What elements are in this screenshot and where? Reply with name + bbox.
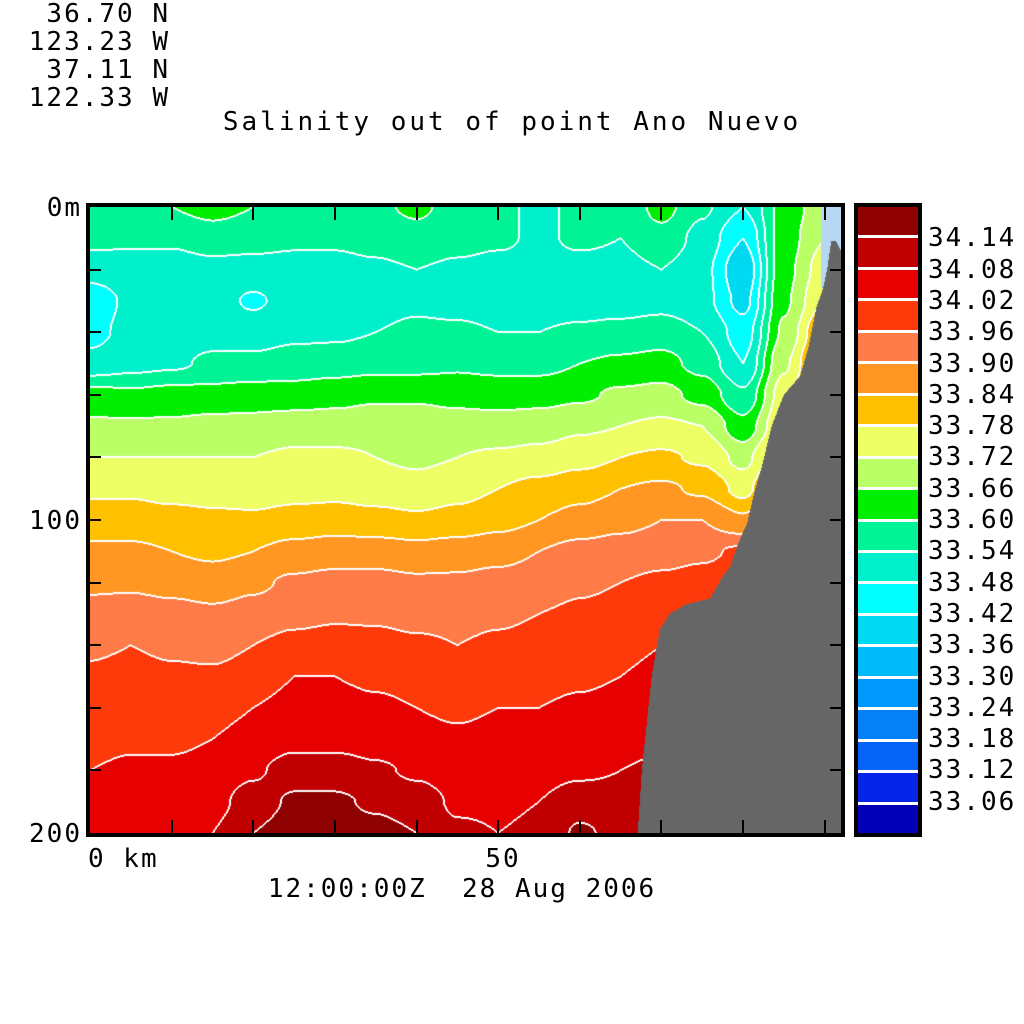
x-axis-tick-bottom xyxy=(497,820,500,833)
x-axis-tick-top xyxy=(497,207,500,220)
colorbar-label: 34.14 xyxy=(928,223,1017,254)
colorbar-label: 33.66 xyxy=(928,473,1017,504)
colorbar-segment xyxy=(858,361,918,393)
y-axis-label-200: 200 xyxy=(29,819,82,849)
x-axis-tick-top xyxy=(823,207,826,220)
transect-start-lon: 123.23 W xyxy=(28,27,170,57)
y-axis-tick-right xyxy=(830,393,841,396)
x-axis-tick-bottom xyxy=(415,820,418,833)
colorbar-label: 33.96 xyxy=(928,317,1017,348)
x-axis-tick-bottom xyxy=(742,820,745,833)
colorbar-label: 33.72 xyxy=(928,442,1017,473)
colorbar-label: 33.90 xyxy=(928,348,1017,379)
y-axis-tick-left xyxy=(90,331,101,334)
x-axis-tick-top xyxy=(742,207,745,220)
timestamp-label: 12:00:00Z 28 Aug 2006 xyxy=(267,874,657,904)
transect-end-lat: 37.11 N xyxy=(46,55,170,85)
colorbar-segment xyxy=(858,675,918,708)
y-axis-tick-right xyxy=(830,706,841,709)
x-axis-tick-top xyxy=(660,207,663,220)
x-axis-label-0km: 0 km xyxy=(88,844,159,874)
y-axis-tick-right xyxy=(830,769,841,772)
colorbar-label: 33.60 xyxy=(928,505,1017,535)
x-axis-tick-bottom xyxy=(333,820,336,833)
colorbar-segment xyxy=(858,518,918,550)
y-axis-tick-left xyxy=(90,519,101,521)
x-axis-tick-top xyxy=(578,207,581,220)
x-axis-label-50: 50 xyxy=(485,844,521,874)
colorbar-label: 34.08 xyxy=(928,254,1017,285)
colorbar-segment xyxy=(858,392,918,425)
x-axis-tick-bottom xyxy=(170,820,173,833)
colorbar-label: 33.36 xyxy=(928,630,1017,661)
colorbar-segment xyxy=(858,424,918,456)
transect-end-coordinates: 37.11 N 122.33 W xyxy=(0,56,170,112)
colorbar-segment xyxy=(858,455,918,488)
colorbar-label: 33.24 xyxy=(928,692,1017,723)
colorbar-label: 33.84 xyxy=(928,379,1017,410)
y-axis-tick-left xyxy=(90,706,101,709)
colorbar-segment xyxy=(858,487,918,519)
y-axis-tick-right xyxy=(830,331,841,334)
colorbar-label: 33.12 xyxy=(928,755,1017,786)
x-axis-tick-bottom xyxy=(578,820,581,833)
salinity-canvas xyxy=(90,207,841,833)
colorbar-segment xyxy=(858,770,918,802)
colorbar-label: 33.30 xyxy=(928,661,1017,692)
colorbar-segment xyxy=(858,207,918,236)
colorbar-label: 33.48 xyxy=(928,567,1017,598)
x-axis-tick-bottom xyxy=(252,820,255,833)
colorbar-segment xyxy=(858,298,918,330)
y-axis-tick-right xyxy=(830,644,841,647)
colorbar-segment xyxy=(858,329,918,362)
colorbar-segment xyxy=(858,612,918,645)
transect-start-lat: 36.70 N xyxy=(46,0,170,29)
y-axis-tick-left xyxy=(90,769,101,772)
y-axis-label-0m: 0m xyxy=(46,193,82,223)
colorbar-label: 33.06 xyxy=(928,786,1017,817)
x-axis-tick-top xyxy=(170,207,173,220)
colorbar-segment xyxy=(858,581,918,613)
colorbar-segment xyxy=(858,707,918,739)
x-axis-tick-bottom xyxy=(660,820,663,833)
colorbar-segment xyxy=(858,235,918,267)
y-axis-label-100: 100 xyxy=(29,506,82,536)
colorbar-segment xyxy=(858,266,918,299)
x-axis-tick-top xyxy=(252,207,255,220)
y-axis-tick-left xyxy=(90,644,101,647)
y-axis-tick-right xyxy=(830,456,841,459)
colorbar-label: 33.18 xyxy=(928,724,1017,755)
y-axis-tick-left xyxy=(90,581,101,584)
colorbar-label: 33.54 xyxy=(928,536,1017,567)
y-axis-tick-right xyxy=(830,268,841,271)
x-axis-tick-top xyxy=(333,207,336,220)
colorbar-segment xyxy=(858,738,918,771)
transect-end-lon: 122.33 W xyxy=(28,83,170,113)
colorbar xyxy=(854,203,922,837)
colorbar-segment xyxy=(858,801,918,834)
colorbar-label: 33.78 xyxy=(928,411,1017,442)
colorbar-label: 33.42 xyxy=(928,598,1017,629)
y-axis-tick-right xyxy=(830,519,841,521)
x-axis-tick-top xyxy=(415,207,418,220)
y-axis-tick-left xyxy=(90,393,101,396)
plot-area-frame xyxy=(86,203,845,837)
y-axis-tick-right xyxy=(830,581,841,584)
y-axis-tick-left xyxy=(90,456,101,459)
colorbar-label: 34.02 xyxy=(928,285,1017,316)
transect-start-coordinates: 36.70 N 123.23 W xyxy=(0,0,170,56)
x-axis-tick-bottom xyxy=(823,820,826,833)
chart-title: Salinity out of point Ano Nuevo xyxy=(222,107,802,137)
colorbar-segment xyxy=(858,644,918,676)
y-axis-tick-left xyxy=(90,268,101,271)
colorbar-segment xyxy=(858,549,918,582)
